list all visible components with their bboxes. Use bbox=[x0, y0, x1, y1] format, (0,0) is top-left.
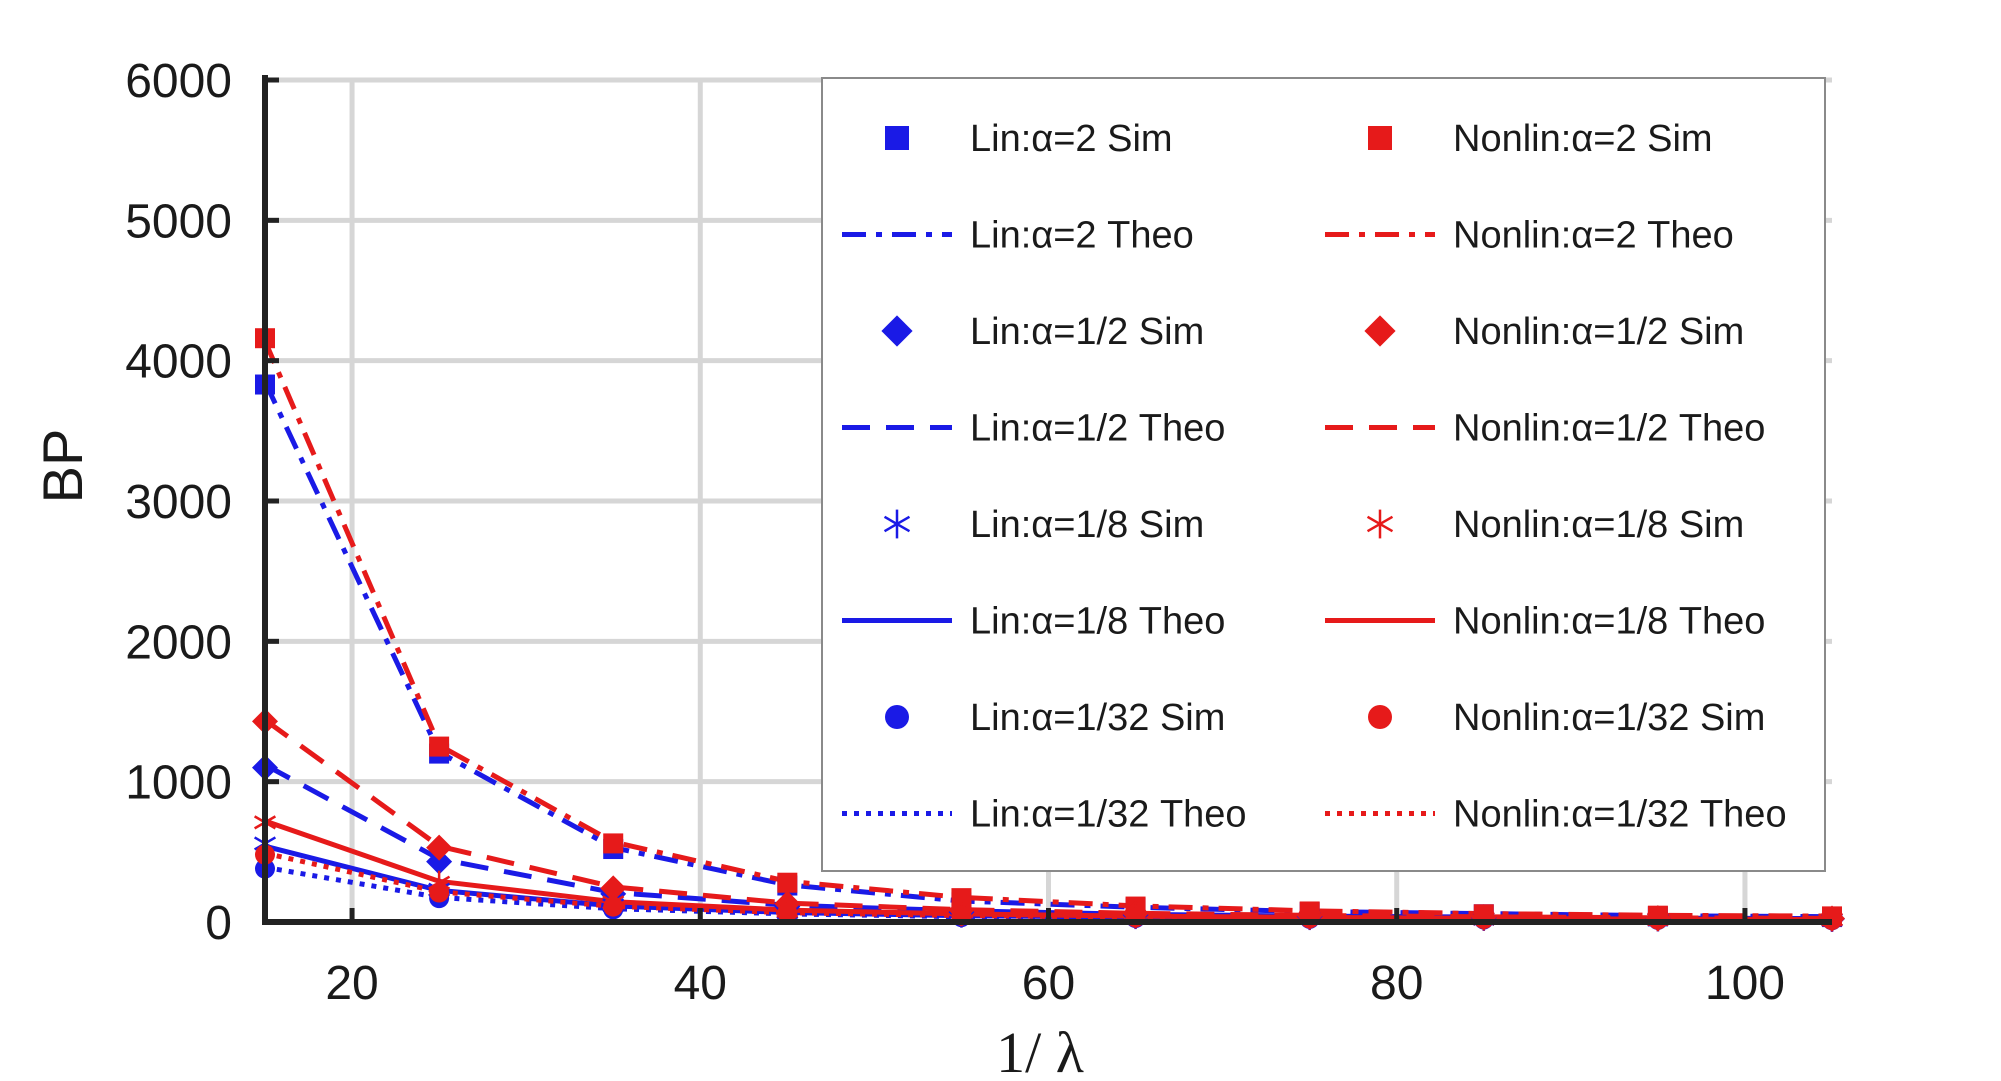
legend-label-lin-alpha-1-32-theo: Lin:α=1/32 Theo bbox=[970, 794, 1247, 836]
legend-label-lin-alpha-2-sim: Lin:α=2 Sim bbox=[970, 118, 1173, 160]
legend-box bbox=[821, 77, 1826, 872]
point-nonlin-alpha-1-32-sim-25 bbox=[429, 882, 450, 903]
y-tick-label-1000: 1000 bbox=[125, 757, 232, 810]
y-tick-label-5000: 5000 bbox=[125, 195, 232, 248]
x-tick-label-20: 20 bbox=[325, 957, 378, 1010]
legend-label-lin-alpha-1-8-sim: Lin:α=1/8 Sim bbox=[970, 504, 1204, 546]
legend-label-lin-alpha-2-theo: Lin:α=2 Theo bbox=[970, 215, 1194, 257]
point-nonlin-alpha-1-32-sim-35 bbox=[603, 896, 624, 917]
x-tick-label-100: 100 bbox=[1705, 957, 1785, 1010]
legend-marker-lin-alpha-1-32-sim bbox=[885, 705, 909, 729]
legend: Lin:α=2 Sim Lin:α=2 Theo Lin:α=1/2 Sim Lin:… bbox=[821, 77, 1826, 872]
x-tick-label-80: 80 bbox=[1370, 957, 1423, 1010]
legend-label-nonlin-alpha-1-8-theo: Nonlin:α=1/8 Theo bbox=[1453, 601, 1765, 643]
legend-marker-nonlin-alpha-1-2-sim bbox=[1364, 315, 1396, 347]
legend-label-lin-alpha-1-2-sim: Lin:α=1/2 Sim bbox=[970, 311, 1204, 353]
y-tick-label-2000: 2000 bbox=[125, 616, 232, 669]
point-lin-alpha-1-2-sim-25 bbox=[426, 848, 453, 875]
legend-marker-lin-alpha-1-8-sim bbox=[883, 509, 911, 539]
series-line-nonlin-alpha-2-theo bbox=[262, 340, 1833, 919]
legend-label-nonlin-alpha-1-32-theo: Nonlin:α=1/32 Theo bbox=[1453, 794, 1787, 836]
legend-marker-lin-alpha-2-sim bbox=[885, 126, 909, 150]
tick-labels: 0 1000 2000 3000 4000 5000 6000 20 40 60 80 100 bbox=[125, 55, 1785, 1010]
legend-marker-nonlin-alpha-1-8-sim bbox=[1366, 509, 1394, 539]
legend-label-nonlin-alpha-2-sim: Nonlin:α=2 Sim bbox=[1453, 118, 1713, 160]
legend-label-nonlin-alpha-2-theo: Nonlin:α=2 Theo bbox=[1453, 215, 1734, 257]
legend-label-lin-alpha-1-2-theo: Lin:α=1/2 Theo bbox=[970, 408, 1225, 450]
legend-marker-lin-alpha-1-2-sim bbox=[881, 315, 913, 347]
legend-label-nonlin-alpha-1-32-sim: Nonlin:α=1/32 Sim bbox=[1453, 697, 1765, 739]
legend-label-lin-alpha-1-32-sim: Lin:α=1/32 Sim bbox=[970, 697, 1225, 739]
x-tick-label-60: 60 bbox=[1022, 957, 1075, 1010]
point-nonlin-alpha-1-2-sim-25 bbox=[426, 834, 453, 861]
legend-label-nonlin-alpha-1-8-sim: Nonlin:α=1/8 Sim bbox=[1453, 504, 1744, 546]
y-tick-label-4000: 4000 bbox=[125, 336, 232, 389]
x-axis-label: 1/ λ bbox=[996, 1020, 1084, 1081]
legend-marker-nonlin-alpha-2-sim bbox=[1368, 126, 1392, 150]
point-nonlin-alpha-2-sim-35 bbox=[603, 833, 624, 854]
point-nonlin-alpha-1-2-sim-35 bbox=[600, 875, 627, 902]
axes bbox=[262, 75, 1832, 925]
x-tick-label-40: 40 bbox=[674, 957, 727, 1010]
point-nonlin-alpha-2-sim-25 bbox=[429, 736, 450, 757]
point-nonlin-alpha-1-32-sim-75 bbox=[1299, 908, 1320, 929]
y-tick-label-6000: 6000 bbox=[125, 55, 232, 108]
y-tick-label-3000: 3000 bbox=[125, 476, 232, 529]
y-tick-label-0: 0 bbox=[205, 897, 232, 950]
point-nonlin-alpha-2-sim-45 bbox=[777, 872, 798, 893]
legend-marker-nonlin-alpha-1-32-sim bbox=[1368, 705, 1392, 729]
point-nonlin-alpha-1-32-sim-45 bbox=[777, 902, 798, 923]
y-axis-label: BP bbox=[31, 429, 94, 504]
legend-label-nonlin-alpha-1-2-theo: Nonlin:α=1/2 Theo bbox=[1453, 408, 1765, 450]
legend-label-nonlin-alpha-1-2-sim: Nonlin:α=1/2 Sim bbox=[1453, 311, 1744, 353]
legend-label-lin-alpha-1-8-theo: Lin:α=1/8 Theo bbox=[970, 601, 1225, 643]
